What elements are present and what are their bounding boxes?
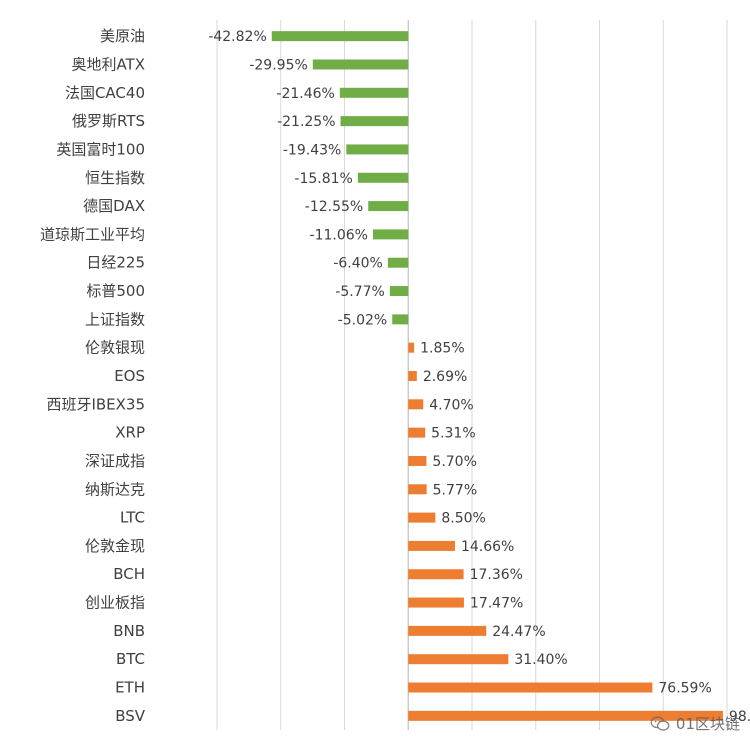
category-label: 俄罗斯RTS <box>72 112 145 130</box>
category-label: 德国DAX <box>83 197 145 215</box>
category-label: LTC <box>120 509 145 527</box>
gridlines <box>216 20 728 730</box>
category-label: BCH <box>113 565 145 583</box>
category-label: 美原油 <box>100 27 145 45</box>
bar <box>408 399 424 410</box>
data-label: 5.70% <box>432 454 476 470</box>
bar <box>346 144 409 155</box>
data-label: -19.43% <box>283 142 341 158</box>
category-label: ETH <box>115 679 145 697</box>
category-label: 纳斯达克 <box>85 480 145 498</box>
bar <box>357 172 409 183</box>
data-label: 17.47% <box>470 596 523 612</box>
bar <box>408 512 436 523</box>
data-label: -29.95% <box>249 57 307 73</box>
bar <box>408 342 415 353</box>
data-label: -42.82% <box>208 29 266 45</box>
bar <box>392 314 409 325</box>
category-label: EOS <box>114 367 145 385</box>
bar <box>339 87 409 98</box>
category-label: 创业板指 <box>85 594 145 612</box>
data-label: 8.50% <box>441 511 485 527</box>
data-label: 17.36% <box>470 567 523 583</box>
data-label: 5.31% <box>431 426 475 442</box>
category-label: 上证指数 <box>85 310 145 328</box>
bar <box>340 116 409 127</box>
category-label: 伦敦银现 <box>85 339 145 357</box>
data-label: -6.40% <box>333 256 383 272</box>
bar <box>389 286 409 297</box>
bar <box>408 455 427 466</box>
data-label: 14.66% <box>461 539 514 555</box>
bar <box>408 710 723 721</box>
category-label: 标普500 <box>86 282 145 300</box>
bar <box>408 484 427 495</box>
category-label: 伦敦金现 <box>85 537 145 555</box>
wechat-icon <box>650 716 670 731</box>
bar <box>408 654 509 665</box>
bar <box>408 682 653 693</box>
category-label: 恒生指数 <box>85 169 145 187</box>
bar <box>408 371 417 381</box>
bar <box>408 427 426 438</box>
watermark-text: 01区块链 <box>675 715 740 733</box>
data-label: 24.47% <box>492 624 545 640</box>
bar <box>408 625 487 636</box>
category-label: 深证成指 <box>85 452 145 470</box>
bar <box>271 31 409 42</box>
data-label: 4.70% <box>429 397 473 413</box>
watermark: 01区块链 <box>650 713 740 734</box>
category-label: XRP <box>115 424 145 442</box>
data-label: 31.40% <box>514 652 567 668</box>
data-label: 5.77% <box>433 482 477 498</box>
data-label: -15.81% <box>294 171 352 187</box>
bar <box>387 257 409 268</box>
category-label: 英国富时100 <box>56 140 145 158</box>
data-label: -5.02% <box>338 312 388 328</box>
bars <box>271 31 723 721</box>
data-label: 1.85% <box>420 341 464 357</box>
category-label: 日经225 <box>86 254 145 272</box>
bar <box>312 59 409 70</box>
data-label: 2.69% <box>423 369 467 385</box>
category-label: BNB <box>113 622 145 640</box>
category-label: BSV <box>115 707 146 725</box>
data-label: 76.59% <box>658 681 711 697</box>
category-label: 奥地利ATX <box>71 55 145 73</box>
category-label: BTC <box>116 650 145 668</box>
data-label: -21.46% <box>276 86 334 102</box>
bar <box>408 569 464 580</box>
data-labels: -42.82% -29.95% -21.46% -21.25% -19.43% -15.8… <box>208 29 750 725</box>
data-label: -11.06% <box>310 227 368 243</box>
data-label: 98.72% <box>729 709 750 725</box>
category-label: 西班牙IBEX35 <box>46 395 145 413</box>
data-label: -5.77% <box>335 284 385 300</box>
bar <box>372 229 409 240</box>
category-label: 法国CAC40 <box>65 84 145 102</box>
data-label: -12.55% <box>305 199 363 215</box>
category-label: 道琼斯工业平均 <box>40 225 145 243</box>
bar <box>408 540 455 551</box>
data-label: -21.25% <box>277 114 335 130</box>
bar <box>408 597 464 608</box>
bar <box>368 201 409 212</box>
